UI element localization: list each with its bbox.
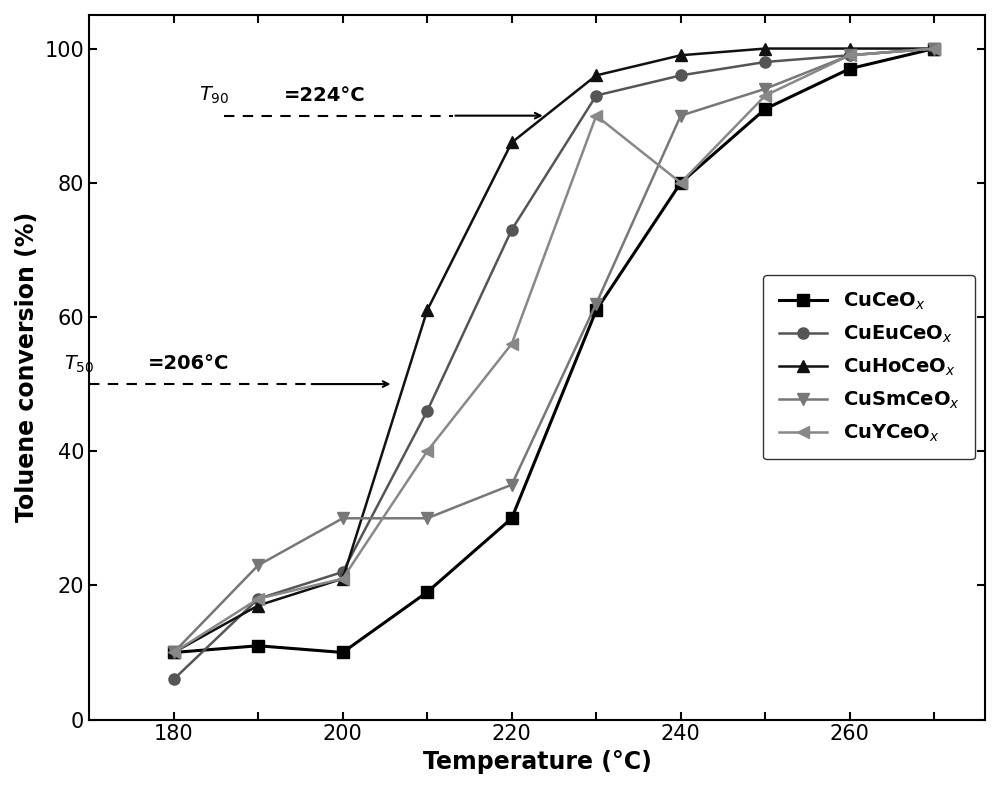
X-axis label: Temperature (°C): Temperature (°C) bbox=[423, 750, 652, 774]
Legend: CuCeO$_x$, CuEuCeO$_x$, CuHoCeO$_x$, CuSmCeO$_x$, CuYCeO$_x$: CuCeO$_x$, CuEuCeO$_x$, CuHoCeO$_x$, CuS… bbox=[763, 275, 975, 459]
Text: $T_{90}$: $T_{90}$ bbox=[199, 85, 229, 107]
Text: =206°C: =206°C bbox=[148, 354, 230, 373]
Y-axis label: Toluene conversion (%): Toluene conversion (%) bbox=[15, 212, 39, 522]
Text: =224°C: =224°C bbox=[284, 86, 365, 105]
Text: $T_{50}$: $T_{50}$ bbox=[64, 353, 94, 375]
